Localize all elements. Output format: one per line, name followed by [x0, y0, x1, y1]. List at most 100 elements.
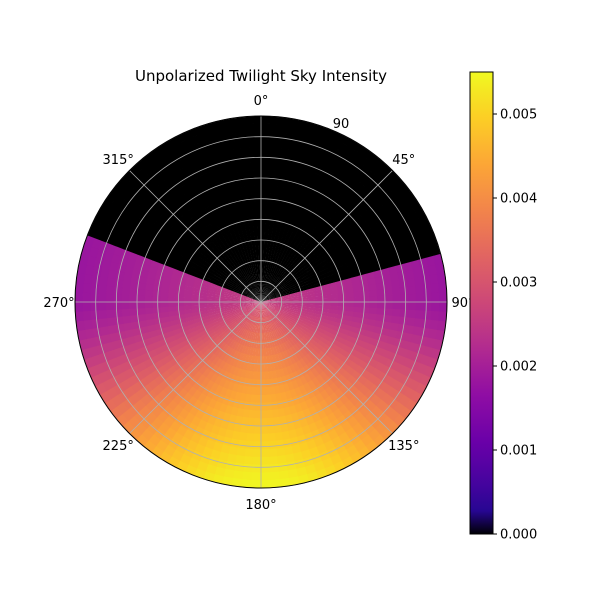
heatmap-cell: [313, 263, 322, 272]
heatmap-cell: [243, 285, 251, 292]
heatmap-cell: [235, 315, 243, 322]
heatmap-cell: [282, 274, 291, 282]
heatmap-cell: [220, 149, 232, 160]
heatmap-cell: [297, 350, 306, 359]
heatmap-cell: [246, 330, 252, 340]
heatmap-cell: [251, 308, 257, 316]
heatmap-cell: [247, 314, 253, 322]
heatmap-cell: [422, 346, 434, 358]
heatmap-cell: [253, 297, 261, 302]
heatmap-cell: [303, 373, 312, 384]
heatmap-cell: [151, 197, 163, 209]
heatmap-cell: [274, 291, 283, 296]
heatmap-cell: [246, 232, 252, 242]
heatmap-cell: [335, 279, 345, 287]
heatmap-cell: [237, 305, 247, 309]
heatmap-cell: [301, 356, 311, 366]
heatmap-cell: [287, 282, 296, 289]
heatmap-cell: [297, 245, 306, 254]
heatmap-cell: [398, 246, 409, 258]
heatmap-cell: [376, 289, 386, 297]
heatmap-cell: [273, 385, 281, 395]
heatmap-cell: [301, 274, 310, 282]
heatmap-cell: [300, 272, 309, 279]
heatmap-cell: [166, 351, 177, 362]
heatmap-cell: [237, 317, 245, 325]
heatmap-cell: [299, 325, 309, 332]
heatmap-cell: [222, 379, 231, 390]
heatmap-cell: [159, 140, 173, 153]
heatmap-cell: [253, 279, 258, 288]
heatmap-cell: [305, 439, 317, 450]
heatmap-cell: [257, 325, 260, 334]
heatmap-cell: [200, 263, 210, 271]
heatmap-cell: [169, 356, 180, 367]
heatmap-cell: [214, 292, 224, 296]
heatmap-cell: [338, 348, 349, 358]
heatmap-cell: [227, 381, 235, 391]
heatmap-cell: [226, 268, 234, 277]
heatmap-cell: [181, 266, 191, 275]
heatmap-cell: [246, 264, 252, 274]
heatmap-cell: [246, 248, 252, 258]
heatmap-cell: [304, 282, 314, 288]
heatmap-cell: [159, 296, 169, 302]
heatmap-cell: [420, 266, 430, 278]
heatmap-cell: [191, 358, 201, 369]
heatmap-cell: [237, 299, 246, 302]
heatmap-cell: [382, 274, 392, 284]
heatmap-cell: [317, 324, 327, 331]
heatmap-cell: [152, 290, 161, 297]
heatmap-cell: [343, 256, 354, 265]
heatmap-cell: [328, 221, 339, 232]
theta-tick-label: 0°: [254, 94, 269, 109]
heatmap-cell: [204, 439, 216, 450]
heatmap-cell: [329, 285, 338, 292]
heatmap-cell: [348, 233, 360, 244]
heatmap-cell: [245, 303, 254, 307]
heatmap-cell: [218, 142, 230, 153]
heatmap-cell: [275, 294, 284, 299]
heatmap-cell: [373, 326, 383, 335]
heatmap-cell: [299, 375, 308, 386]
heatmap-cell: [295, 253, 303, 262]
heatmap-cell: [207, 311, 217, 317]
heatmap-cell: [176, 242, 186, 252]
heatmap-cell: [324, 355, 334, 365]
heatmap-cell: [279, 226, 286, 236]
heatmap-cell: [272, 377, 279, 387]
heatmap-cell: [224, 326, 233, 334]
heatmap-cell: [333, 325, 343, 334]
heatmap-cell: [288, 327, 296, 336]
heatmap-cell: [175, 149, 188, 162]
heatmap-cell: [177, 317, 187, 325]
heatmap-cell: [196, 326, 206, 334]
heatmap-cell: [420, 327, 430, 339]
heatmap-cell: [218, 234, 227, 244]
heatmap-cell: [124, 265, 134, 275]
heatmap-cell: [273, 170, 283, 180]
heatmap-cell: [271, 401, 279, 411]
heatmap-cell: [252, 247, 257, 257]
heatmap-cell: [208, 284, 217, 290]
heatmap-cell: [205, 129, 218, 140]
heatmap-cell: [314, 292, 324, 297]
heatmap-cell: [304, 241, 314, 251]
heatmap-cell: [144, 295, 153, 302]
heatmap-cell: [267, 170, 276, 179]
heatmap-cell: [190, 294, 200, 299]
heatmap-cell: [404, 325, 415, 335]
heatmap-cell: [222, 334, 230, 343]
heatmap-cell: [213, 347, 222, 357]
heatmap-cell: [209, 373, 219, 383]
heatmap-cell: [295, 234, 304, 244]
heatmap-cell: [341, 251, 352, 261]
heatmap-cell: [292, 371, 300, 381]
heatmap-cell: [234, 131, 245, 142]
heatmap-cell: [280, 325, 288, 333]
heatmap-cell: [306, 389, 316, 400]
heatmap-cell: [245, 432, 255, 442]
heatmap-cell: [256, 224, 262, 233]
heatmap-cell: [238, 318, 246, 326]
heatmap-cell: [391, 308, 401, 318]
